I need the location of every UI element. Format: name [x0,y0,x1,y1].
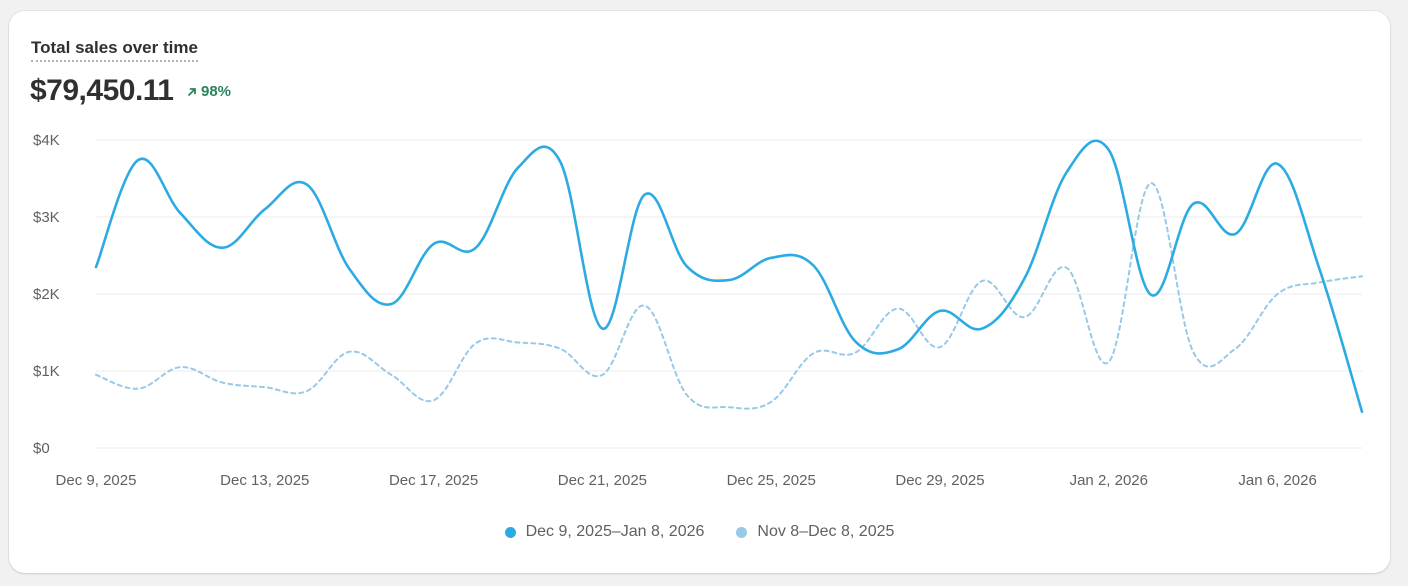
y-tick-label: $3K [33,209,60,226]
arrow-up-right-icon [188,87,196,96]
sales-line-chart: $4K$3K$2K$1K$0 Dec 9, 2025 Dec 13, 2025 De… [33,132,1364,489]
chart-legend: Dec 9, 2025–Jan 8, 2026 Nov 8–Dec 8, 202… [9,523,1390,541]
y-tick-label: $1K [33,363,60,380]
grid-layer [96,139,1362,449]
x-tick-label: Dec 9, 2025 [56,472,137,489]
change-badge: 98% [187,83,231,100]
y-tick-label: $0 [33,440,50,457]
series-line-current[interactable] [94,139,1364,414]
x-tick-label: Dec 21, 2025 [558,472,647,489]
x-tick-label: Dec 17, 2025 [389,472,478,489]
legend-dot-current [504,526,516,538]
x-tick-label: Dec 13, 2025 [220,472,309,489]
y-tick-label: $2K [33,286,60,303]
legend-item-previous[interactable]: Nov 8–Dec 8, 2025 [736,523,894,541]
total-sales-value: $79,450.11 [30,74,174,107]
x-tick-label: Jan 6, 2026 [1238,472,1316,489]
y-tick-label: $4K [33,132,60,149]
legend-item-current[interactable]: Dec 9, 2025–Jan 8, 2026 [504,523,705,541]
legend-label-current: Dec 9, 2025–Jan 8, 2026 [525,523,705,540]
sales-card: Total sales over time $79,450.11 98% $4K… [9,11,1390,573]
card-title[interactable]: Total sales over time [31,38,198,62]
x-tick-label: Dec 25, 2025 [727,472,816,489]
series-layer [94,139,1364,414]
series-line-previous[interactable] [95,182,1363,410]
change-percent: 98% [201,83,232,100]
x-tick-label: Jan 2, 2026 [1070,472,1148,489]
x-axis-ticks: Dec 9, 2025 Dec 13, 2025 Dec 17, 2025 Dec 2… [56,472,1317,489]
legend-dot-previous [736,526,748,538]
y-axis-ticks: $4K $3K $2K $1K $0 [33,132,60,457]
legend-label-previous: Nov 8–Dec 8, 2025 [757,523,895,540]
x-tick-label: Dec 29, 2025 [895,472,984,489]
